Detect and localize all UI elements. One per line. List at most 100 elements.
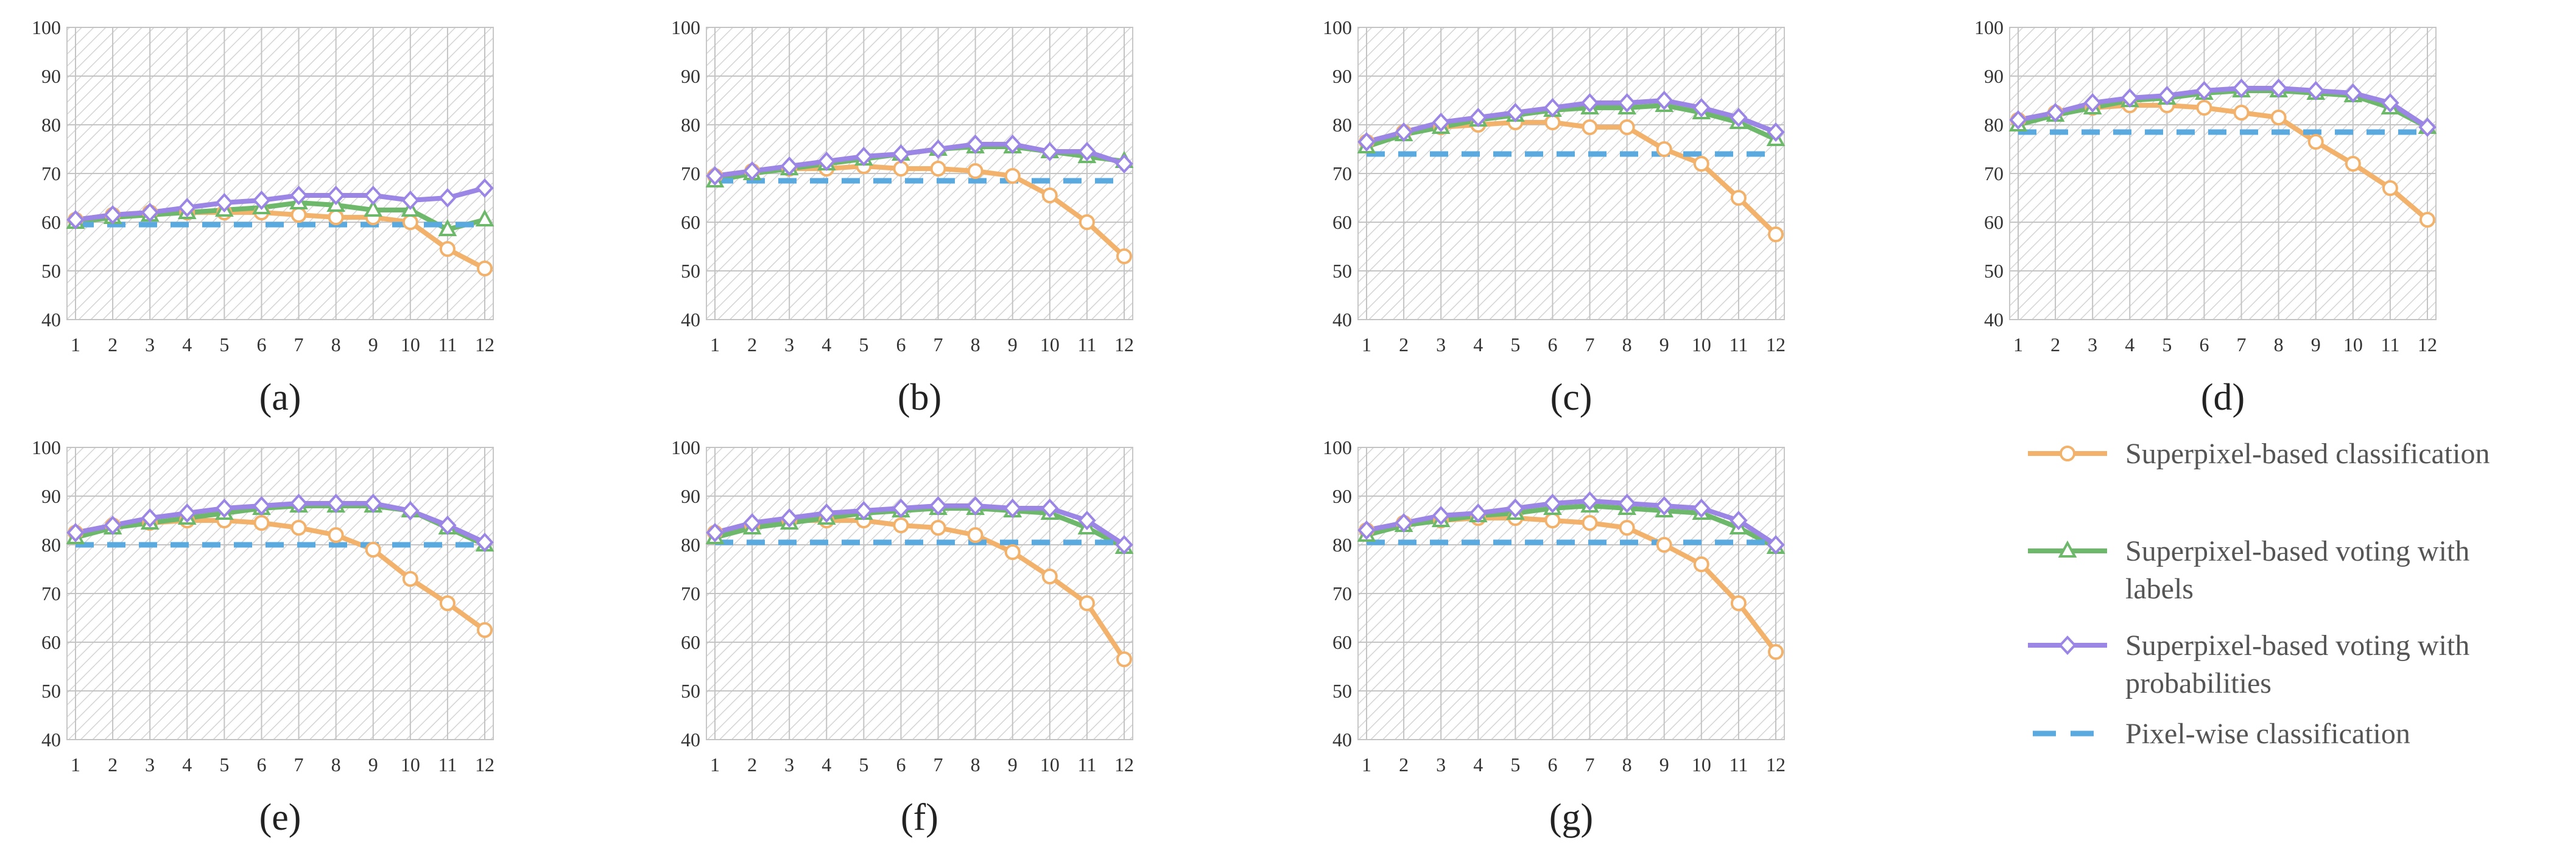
- data-point-voting_prob: [1767, 535, 1785, 555]
- data-point-voting_prob: [2381, 93, 2399, 113]
- y-tick-label: 40: [681, 729, 700, 751]
- data-point-classification: [2233, 105, 2250, 121]
- data-point-voting_prob: [1432, 506, 1450, 525]
- y-tick-label: 80: [41, 534, 61, 556]
- y-tick-label: 50: [41, 680, 61, 702]
- x-tick-label: 5: [219, 754, 229, 776]
- data-point-voting_prob: [929, 139, 948, 159]
- data-point-classification: [1004, 168, 1021, 184]
- panel-label: (b): [898, 377, 941, 418]
- x-tick-label: 5: [859, 754, 868, 776]
- x-tick-label: 2: [1399, 754, 1409, 776]
- legend-label: Superpixel-based voting with labels: [2125, 535, 2469, 605]
- y-tick-label: 90: [41, 65, 61, 87]
- y-tick-label: 90: [681, 485, 700, 507]
- y-tick-label: 90: [1332, 65, 1352, 87]
- data-point-voting_prob: [2232, 79, 2251, 98]
- data-point-classification: [1582, 515, 1598, 531]
- data-point-voting_prob: [2158, 86, 2177, 105]
- data-point-voting_prob: [252, 191, 271, 210]
- data-point-voting_prob: [289, 186, 308, 205]
- y-tick-label: 80: [41, 114, 61, 136]
- y-tick-label: 60: [1332, 631, 1352, 653]
- data-point-voting_prob: [1580, 93, 1599, 113]
- data-point-classification: [893, 161, 909, 177]
- data-point-classification: [1656, 141, 1672, 157]
- x-tick-label: 11: [2381, 334, 2400, 355]
- data-point-classification: [2196, 100, 2212, 116]
- legend: Superpixel-based classification Superpixe…: [2028, 438, 2490, 750]
- y-tick-label: 50: [1332, 680, 1352, 702]
- data-point-classification: [253, 515, 270, 531]
- data-point-classification: [1004, 544, 1021, 560]
- x-tick-label: 10: [2343, 334, 2363, 355]
- x-tick-label: 5: [1510, 754, 1520, 776]
- x-tick-label: 12: [1766, 334, 1786, 355]
- x-tick-label: 2: [108, 754, 118, 776]
- y-tick-label: 100: [671, 436, 700, 458]
- legend-marker: [2058, 540, 2077, 558]
- data-point-classification: [930, 520, 946, 536]
- x-tick-label: 8: [1622, 754, 1632, 776]
- x-tick-label: 11: [438, 334, 457, 355]
- legend-item-voting_prob: Superpixel-based voting with probabilitie…: [2028, 629, 2469, 699]
- y-tick-label: 80: [1332, 114, 1352, 136]
- y-tick-label: 60: [41, 631, 61, 653]
- y-tick-label: 70: [41, 583, 61, 604]
- data-point-voting_prob: [1041, 142, 1059, 161]
- data-point-classification: [477, 622, 493, 638]
- x-tick-label: 8: [1622, 334, 1632, 355]
- data-point-voting_prob: [289, 494, 308, 513]
- data-point-classification: [930, 161, 946, 177]
- panel-label: (e): [259, 797, 301, 838]
- data-point-voting_prob: [1767, 122, 1785, 142]
- data-point-voting_prob: [2418, 117, 2437, 137]
- y-tick-label: 40: [1984, 309, 2004, 331]
- x-tick-label: 12: [475, 334, 494, 355]
- x-tick-label: 9: [368, 334, 378, 355]
- x-tick-label: 2: [2050, 334, 2060, 355]
- data-point-classification: [967, 527, 984, 543]
- x-tick-label: 7: [1585, 334, 1595, 355]
- data-point-classification: [1116, 651, 1132, 667]
- x-tick-label: 11: [1730, 334, 1748, 355]
- data-point-voting_prob: [1692, 499, 1711, 518]
- data-point-voting_prob: [2009, 110, 2027, 130]
- y-tick-label: 50: [1332, 260, 1352, 282]
- data-point-voting_labels: [438, 219, 457, 236]
- data-point-classification: [477, 261, 493, 276]
- data-point-voting_prob: [1617, 494, 1636, 513]
- data-point-classification: [1544, 114, 1561, 130]
- data-point-voting_prob: [178, 503, 196, 523]
- x-tick-label: 5: [2162, 334, 2172, 355]
- data-point-voting_prob: [215, 499, 234, 518]
- data-point-voting_prob: [966, 135, 985, 154]
- y-tick-label: 90: [1984, 65, 2004, 87]
- x-tick-label: 9: [1659, 754, 1669, 776]
- x-tick-label: 8: [331, 754, 341, 776]
- x-tick-label: 6: [1547, 754, 1557, 776]
- data-point-voting_prob: [252, 496, 271, 516]
- x-tick-label: 12: [2418, 334, 2437, 355]
- data-point-voting_prob: [706, 166, 724, 186]
- data-point-classification: [1041, 187, 1058, 203]
- data-point-voting_prob: [401, 501, 420, 520]
- data-point-classification: [1619, 119, 1635, 135]
- data-point-voting_prob: [1506, 499, 1525, 518]
- legend-label: Superpixel-based voting with probabilitie…: [2125, 629, 2469, 699]
- y-tick-label: 60: [1984, 211, 2004, 233]
- data-point-voting_prob: [2307, 81, 2325, 100]
- data-point-classification: [1041, 569, 1058, 584]
- data-point-voting_prob: [1395, 122, 1413, 142]
- data-point-voting_prob: [1432, 113, 1450, 132]
- data-point-voting_prob: [743, 513, 761, 533]
- x-tick-label: 12: [1766, 754, 1786, 776]
- data-point-classification: [1693, 156, 1709, 172]
- x-tick-label: 3: [1436, 334, 1446, 355]
- x-tick-label: 9: [368, 754, 378, 776]
- y-tick-label: 60: [41, 211, 61, 233]
- x-tick-label: 7: [294, 754, 304, 776]
